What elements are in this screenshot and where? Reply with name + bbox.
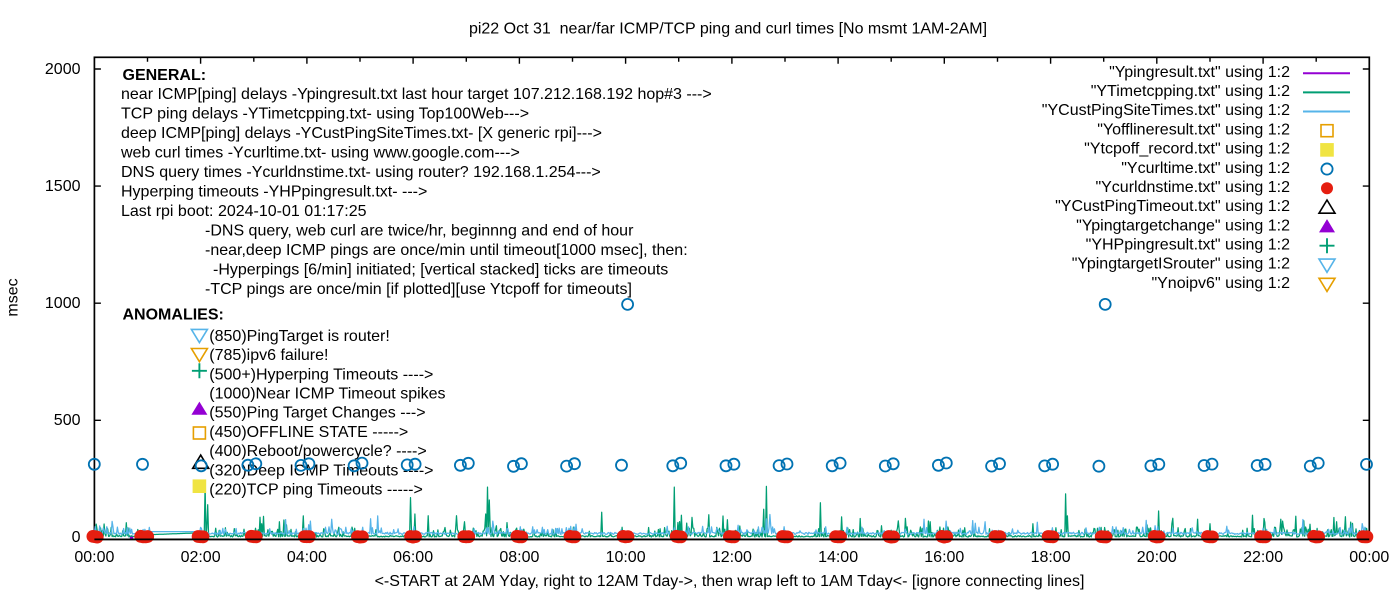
svg-text:20:00: 20:00	[1137, 549, 1177, 566]
svg-text:ANOMALIES:: ANOMALIES:	[123, 307, 224, 324]
svg-text:1500: 1500	[45, 178, 81, 195]
svg-text:-TCP pings are once/min [if pl: -TCP pings are once/min [if plotted][use…	[205, 281, 632, 298]
svg-text:12:00: 12:00	[712, 549, 752, 566]
svg-text:near ICMP[ping] delays -Ypingr: near ICMP[ping] delays -Ypingresult.txt …	[121, 86, 712, 103]
svg-text:16:00: 16:00	[924, 549, 964, 566]
svg-text:04:00: 04:00	[287, 549, 327, 566]
svg-text:-near,deep ICMP pings are once: -near,deep ICMP pings are once/min until…	[205, 242, 688, 259]
svg-text:"Yofflineresult.txt" using 1:2: "Yofflineresult.txt" using 1:2	[1097, 121, 1290, 138]
svg-text:TCP ping delays -YTimetcpping.: TCP ping delays -YTimetcpping.txt- using…	[121, 106, 529, 123]
svg-text:(450)OFFLINE STATE ----->: (450)OFFLINE STATE ----->	[209, 424, 408, 441]
svg-text:web curl times -Ycurltime.txt-: web curl times -Ycurltime.txt- using www…	[120, 145, 520, 162]
svg-text:"Ytcpoff_record.txt" using 1:2: "Ytcpoff_record.txt" using 1:2	[1084, 141, 1290, 158]
svg-text:"YTimetcpping.txt" using 1:2: "YTimetcpping.txt" using 1:2	[1091, 83, 1290, 100]
svg-text:00:00: 00:00	[74, 549, 114, 566]
svg-text:Hyperping timeouts -YHPpingres: Hyperping timeouts -YHPpingresult.txt- -…	[121, 184, 427, 201]
svg-text:"Ycurldnstime.txt" using 1:2: "Ycurldnstime.txt" using 1:2	[1095, 179, 1290, 196]
svg-text:Last rpi boot: 2024-10-01 01:1: Last rpi boot: 2024-10-01 01:17:25	[121, 203, 367, 220]
svg-text:deep ICMP[ping] delays -YCustP: deep ICMP[ping] delays -YCustPingSiteTim…	[121, 125, 602, 142]
svg-text:-DNS query, web curl are twice: -DNS query, web curl are twice/hr, begin…	[205, 222, 634, 239]
svg-text:22:00: 22:00	[1243, 549, 1283, 566]
svg-text:(850)PingTarget is router!: (850)PingTarget is router!	[209, 328, 390, 345]
svg-text:500: 500	[54, 412, 81, 429]
svg-text:DNS query times -Ycurldnstime.: DNS query times -Ycurldnstime.txt- using…	[121, 164, 601, 181]
svg-text:"YHPpingresult.txt" using 1:2: "YHPpingresult.txt" using 1:2	[1086, 236, 1290, 253]
svg-text:(550)Ping Target Changes --->: (550)Ping Target Changes --->	[209, 405, 425, 422]
svg-text:"Ynoipv6" using 1:2: "Ynoipv6" using 1:2	[1151, 275, 1290, 292]
svg-text:08:00: 08:00	[499, 549, 539, 566]
svg-text:"YpingtargetISrouter" using 1:: "YpingtargetISrouter" using 1:2	[1072, 256, 1290, 273]
svg-text:1000: 1000	[45, 295, 81, 312]
svg-text:06:00: 06:00	[393, 549, 433, 566]
svg-text:-Hyperpings [6/min] initiated;: -Hyperpings [6/min] initiated; [vertical…	[213, 261, 668, 278]
svg-text:(500+)Hyperping Timeouts ---->: (500+)Hyperping Timeouts ---->	[209, 366, 433, 383]
svg-text:(785)ipv6 failure!: (785)ipv6 failure!	[209, 347, 328, 364]
svg-text:10:00: 10:00	[606, 549, 646, 566]
svg-text:"Ypingresult.txt" using 1:2: "Ypingresult.txt" using 1:2	[1109, 64, 1290, 81]
svg-text:"Ypingtargetchange" using 1:2: "Ypingtargetchange" using 1:2	[1076, 217, 1290, 234]
svg-text:pi22 Oct 31 near/far ICMP/TCP: pi22 Oct 31 near/far ICMP/TCP ping and c…	[469, 21, 987, 38]
svg-text:GENERAL:: GENERAL:	[123, 67, 207, 84]
svg-text:2000: 2000	[45, 61, 81, 78]
svg-text:(1000)Near ICMP Timeout spikes: (1000)Near ICMP Timeout spikes	[209, 386, 445, 403]
svg-text:0: 0	[72, 529, 81, 546]
svg-text:msec: msec	[5, 278, 22, 316]
svg-text:00:00: 00:00	[1349, 549, 1389, 566]
svg-text:"YCustPingSiteTimes.txt" using: "YCustPingSiteTimes.txt" using 1:2	[1042, 102, 1290, 119]
svg-text:"Ycurltime.txt" using 1:2: "Ycurltime.txt" using 1:2	[1121, 160, 1290, 177]
svg-text:"YCustPingTimeout.txt" using 1: "YCustPingTimeout.txt" using 1:2	[1055, 198, 1290, 215]
svg-text:18:00: 18:00	[1031, 549, 1071, 566]
svg-text:(320)Deep ICMP Timeouts ---->: (320)Deep ICMP Timeouts ---->	[209, 462, 433, 479]
svg-text:14:00: 14:00	[818, 549, 858, 566]
svg-text:(400)Reboot/powercycle? ---->: (400)Reboot/powercycle? ---->	[209, 443, 426, 460]
svg-text:<-START at 2AM Yday, right to: <-START at 2AM Yday, right to 12AM Tday-…	[375, 573, 1085, 590]
svg-text:(220)TCP ping Timeouts ----->: (220)TCP ping Timeouts ----->	[209, 482, 423, 499]
svg-text:02:00: 02:00	[181, 549, 221, 566]
